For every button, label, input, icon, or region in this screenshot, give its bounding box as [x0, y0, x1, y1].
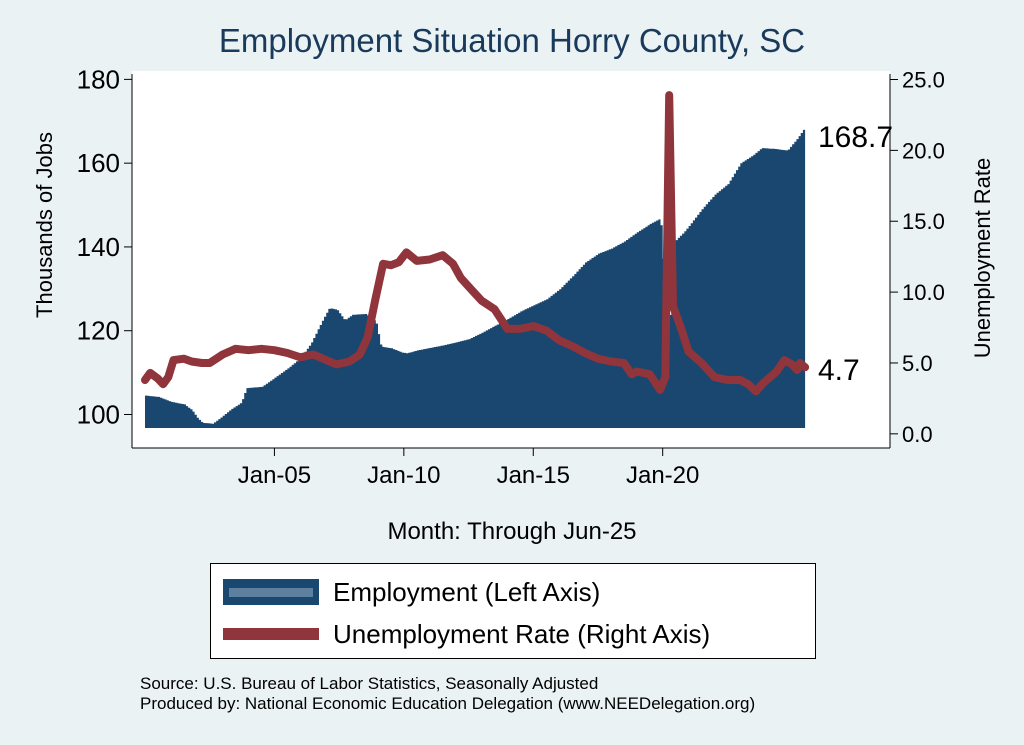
- source-note: Source: U.S. Bureau of Labor Statistics,…: [140, 674, 755, 714]
- chart-title: Employment Situation Horry County, SC: [218, 22, 806, 59]
- end-label-unemployment: 4.7: [818, 354, 860, 387]
- x-tick-label: Jan-10: [367, 462, 440, 489]
- produced-by-line: Produced by: National Economic Education…: [140, 694, 756, 713]
- y2-tick-label: 0.0: [902, 422, 933, 447]
- x-axis-label: Month: Through Jun-25: [387, 518, 637, 545]
- unemployment-line-group: [141, 91, 810, 396]
- y-tick-label: 160: [77, 148, 120, 178]
- legend-swatch-unemployment: [223, 628, 319, 640]
- y-axis-label: Thousands of Jobs: [32, 132, 57, 318]
- x-tick-label: Jan-20: [626, 462, 699, 489]
- legend-item-employment: Employment (Left Axis): [223, 572, 600, 612]
- y2-tick-label: 10.0: [902, 280, 945, 305]
- axes-group: 100 120 140 160 180 0.0 5.0 10.0 15.0 20.0 25.0 Jan…: [77, 64, 945, 489]
- source-line: Source: U.S. Bureau of Labor Statistics,…: [140, 674, 599, 693]
- x-tick-label: Jan-05: [238, 462, 311, 489]
- y2-tick-label: 15.0: [902, 209, 945, 234]
- y-tick-label: 120: [77, 316, 120, 346]
- y-tick-label: 140: [77, 232, 120, 262]
- legend-item-unemployment: Unemployment Rate (Right Axis): [223, 614, 710, 654]
- y2-tick-label: 5.0: [902, 351, 933, 376]
- x-tick-label: Jan-15: [497, 462, 570, 489]
- y2-tick-label: 25.0: [902, 68, 945, 93]
- legend-label-unemployment: Unemployment Rate (Right Axis): [333, 618, 711, 649]
- legend-swatch-employment: [223, 579, 319, 605]
- legend-label-employment: Employment (Left Axis): [333, 576, 601, 607]
- end-label-employment: 168.7: [818, 121, 893, 154]
- y-tick-label: 100: [77, 399, 120, 429]
- y2-axis-label: Unemployment Rate: [970, 158, 995, 359]
- unemployment-line: [141, 91, 810, 396]
- y2-tick-label: 20.0: [902, 138, 945, 163]
- y-tick-label: 180: [77, 64, 120, 94]
- legend: Employment (Left Axis) Unemployment Rate…: [210, 563, 816, 659]
